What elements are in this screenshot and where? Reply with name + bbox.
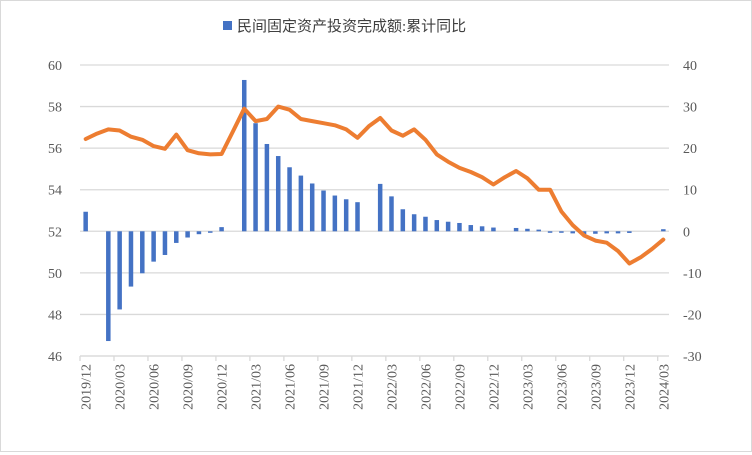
bar: [117, 231, 122, 310]
x-tick-label: 2022/09: [453, 364, 468, 410]
bar: [536, 229, 541, 232]
bar: [604, 231, 609, 234]
x-tick-label: 2020/06: [148, 364, 163, 410]
bar: [389, 196, 394, 232]
bar: [400, 209, 406, 232]
bar: [355, 202, 360, 232]
bar: [332, 195, 338, 232]
bar: [140, 231, 145, 274]
x-tick-label: 2021/06: [284, 364, 299, 410]
left-tick-label: 46: [48, 350, 62, 365]
bar: [661, 229, 666, 232]
bar: [174, 231, 179, 243]
right-tick-label: 0: [683, 225, 690, 240]
bar: [377, 183, 383, 232]
right-tick-label: -20: [683, 308, 702, 323]
bar: [151, 231, 156, 262]
left-tick-label: 52: [48, 225, 62, 240]
x-tick-label: 2021/12: [352, 364, 367, 410]
bar: [570, 231, 575, 234]
right-tick-label: -30: [683, 350, 702, 365]
x-tick-label: 2023/06: [555, 364, 570, 410]
x-tick-label: 2021/03: [250, 364, 265, 410]
bar: [491, 227, 496, 232]
bar: [479, 226, 485, 232]
bar: [264, 143, 270, 232]
x-tick-label: 2019/12: [80, 364, 95, 410]
bar: [343, 199, 349, 232]
left-tick-label: 48: [48, 308, 62, 323]
bar: [615, 231, 621, 234]
bar: [185, 231, 190, 238]
x-tick-label: 2022/06: [419, 364, 434, 410]
bar: [321, 190, 326, 232]
bar: [309, 183, 315, 232]
x-tick-label: 2021/09: [318, 364, 333, 410]
x-tick-label: 2023/03: [521, 364, 536, 410]
bar: [275, 156, 281, 232]
bar: [208, 231, 213, 233]
bar: [219, 227, 224, 232]
legend-label: 民间固定资产投资完成额:累计同比: [237, 18, 466, 35]
bar: [434, 220, 440, 232]
left-tick-label: 56: [48, 142, 62, 157]
right-tick-label: -10: [683, 267, 702, 282]
bar: [241, 79, 247, 232]
legend: 民间固定资产投资完成额:累计同比: [223, 18, 466, 35]
x-tick-label: 2020/09: [182, 364, 197, 410]
bar: [445, 221, 451, 232]
bar: [627, 231, 632, 233]
x-tick-label: 2023/12: [623, 364, 638, 410]
right-tick-label: 20: [683, 142, 697, 157]
bar: [468, 225, 474, 232]
left-tick-label: 60: [48, 59, 62, 74]
left-tick-label: 50: [48, 267, 62, 282]
bar: [128, 231, 134, 287]
left-tick-label: 54: [48, 184, 62, 199]
bar: [196, 231, 202, 235]
bar: [513, 227, 519, 232]
x-tick-label: 2020/03: [114, 364, 129, 410]
bar: [287, 167, 292, 232]
right-tick-label: 40: [683, 59, 697, 74]
bar: [593, 231, 598, 234]
x-tick-label: 2022/12: [487, 364, 502, 410]
x-tick-label: 2023/09: [589, 364, 604, 410]
line-series: [83, 104, 666, 266]
bar: [559, 231, 564, 233]
bar: [547, 231, 553, 233]
bar: [162, 231, 168, 255]
bar: [411, 214, 417, 232]
bar: [457, 222, 462, 232]
x-tick-label: 2022/03: [385, 364, 400, 410]
right-tick-label: 10: [683, 184, 697, 199]
x-tick-label: 2024/03: [657, 364, 672, 410]
bar: [106, 231, 111, 342]
x-tick-label: 2020/12: [216, 364, 231, 410]
bar: [253, 123, 258, 232]
bar: [423, 216, 428, 232]
bar: [525, 228, 530, 232]
legend-swatch-bar: [223, 21, 232, 30]
right-tick-label: 30: [683, 101, 697, 116]
left-tick-label: 58: [48, 101, 62, 116]
bar: [298, 175, 304, 232]
bar: [83, 211, 88, 232]
